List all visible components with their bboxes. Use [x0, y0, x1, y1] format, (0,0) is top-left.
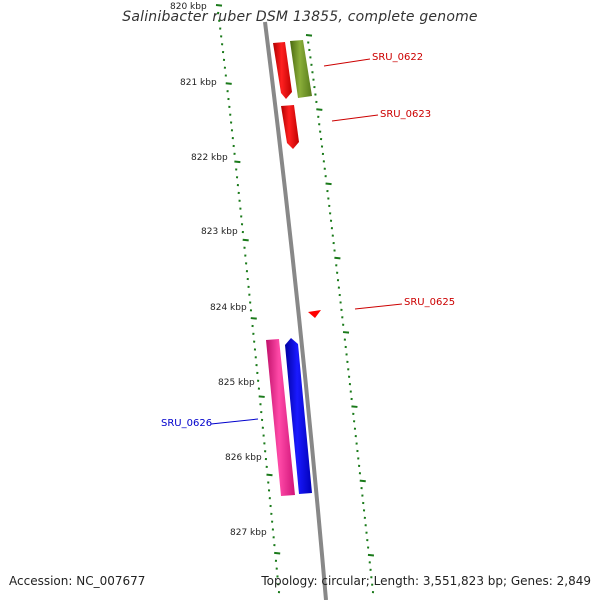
major-tick	[367, 553, 375, 557]
ruler-label-825: 825 kbp	[218, 378, 255, 388]
major-tick	[215, 4, 223, 7]
gene-SRU_0622[interactable]	[273, 42, 292, 99]
inner-tick-ring	[215, 4, 281, 594]
major-tick	[266, 473, 273, 477]
major-tick	[242, 238, 249, 242]
ruler-label-822: 822 kbp	[191, 153, 228, 163]
ruler-label-826: 826 kbp	[225, 453, 262, 463]
gene-SRU_0626-blue[interactable]	[285, 338, 312, 494]
accession-text: Accession: NC_007677	[9, 574, 146, 588]
label-SRU_0625[interactable]: SRU_0625	[404, 297, 455, 308]
genome-backbone	[263, 21, 328, 600]
label-SRU_0622[interactable]: SRU_0622	[372, 52, 423, 63]
major-tick	[316, 108, 323, 111]
leader-SRU_0626	[210, 418, 259, 425]
ruler-label-820: 820 kbp	[170, 2, 207, 12]
major-tick	[351, 405, 358, 408]
topology-text: Topology: circular; Length: 3,551,823 bp…	[261, 574, 591, 588]
major-tick	[250, 317, 257, 320]
ruler-label-823: 823 kbp	[201, 227, 238, 237]
major-tick	[342, 331, 350, 334]
ruler-label-821: 821 kbp	[180, 78, 217, 88]
label-SRU_0623[interactable]: SRU_0623	[380, 109, 431, 120]
gene-SRU_0622-olive[interactable]	[290, 40, 312, 98]
ruler-label-824: 824 kbp	[210, 303, 247, 313]
gene-SRU_0626[interactable]	[266, 339, 295, 496]
ruler-label-827: 827 kbp	[230, 528, 267, 538]
gene-SRU_0625[interactable]	[308, 310, 321, 318]
label-SRU_0626[interactable]: SRU_0626	[161, 418, 212, 429]
major-tick	[234, 160, 241, 164]
major-tick	[334, 256, 341, 260]
major-tick	[359, 479, 366, 483]
major-tick	[274, 551, 281, 555]
gene-SRU_0623[interactable]	[281, 105, 299, 149]
leader-SRU_0622	[323, 58, 371, 67]
leader-SRU_0625	[354, 303, 403, 310]
major-tick	[258, 395, 265, 398]
major-tick	[225, 82, 232, 85]
major-tick	[305, 34, 313, 37]
leader-SRU_0623	[331, 114, 379, 122]
outer-tick-ring	[305, 34, 375, 594]
major-tick	[325, 182, 332, 186]
map-title: Salinibacter ruber DSM 13855, complete g…	[122, 9, 478, 25]
